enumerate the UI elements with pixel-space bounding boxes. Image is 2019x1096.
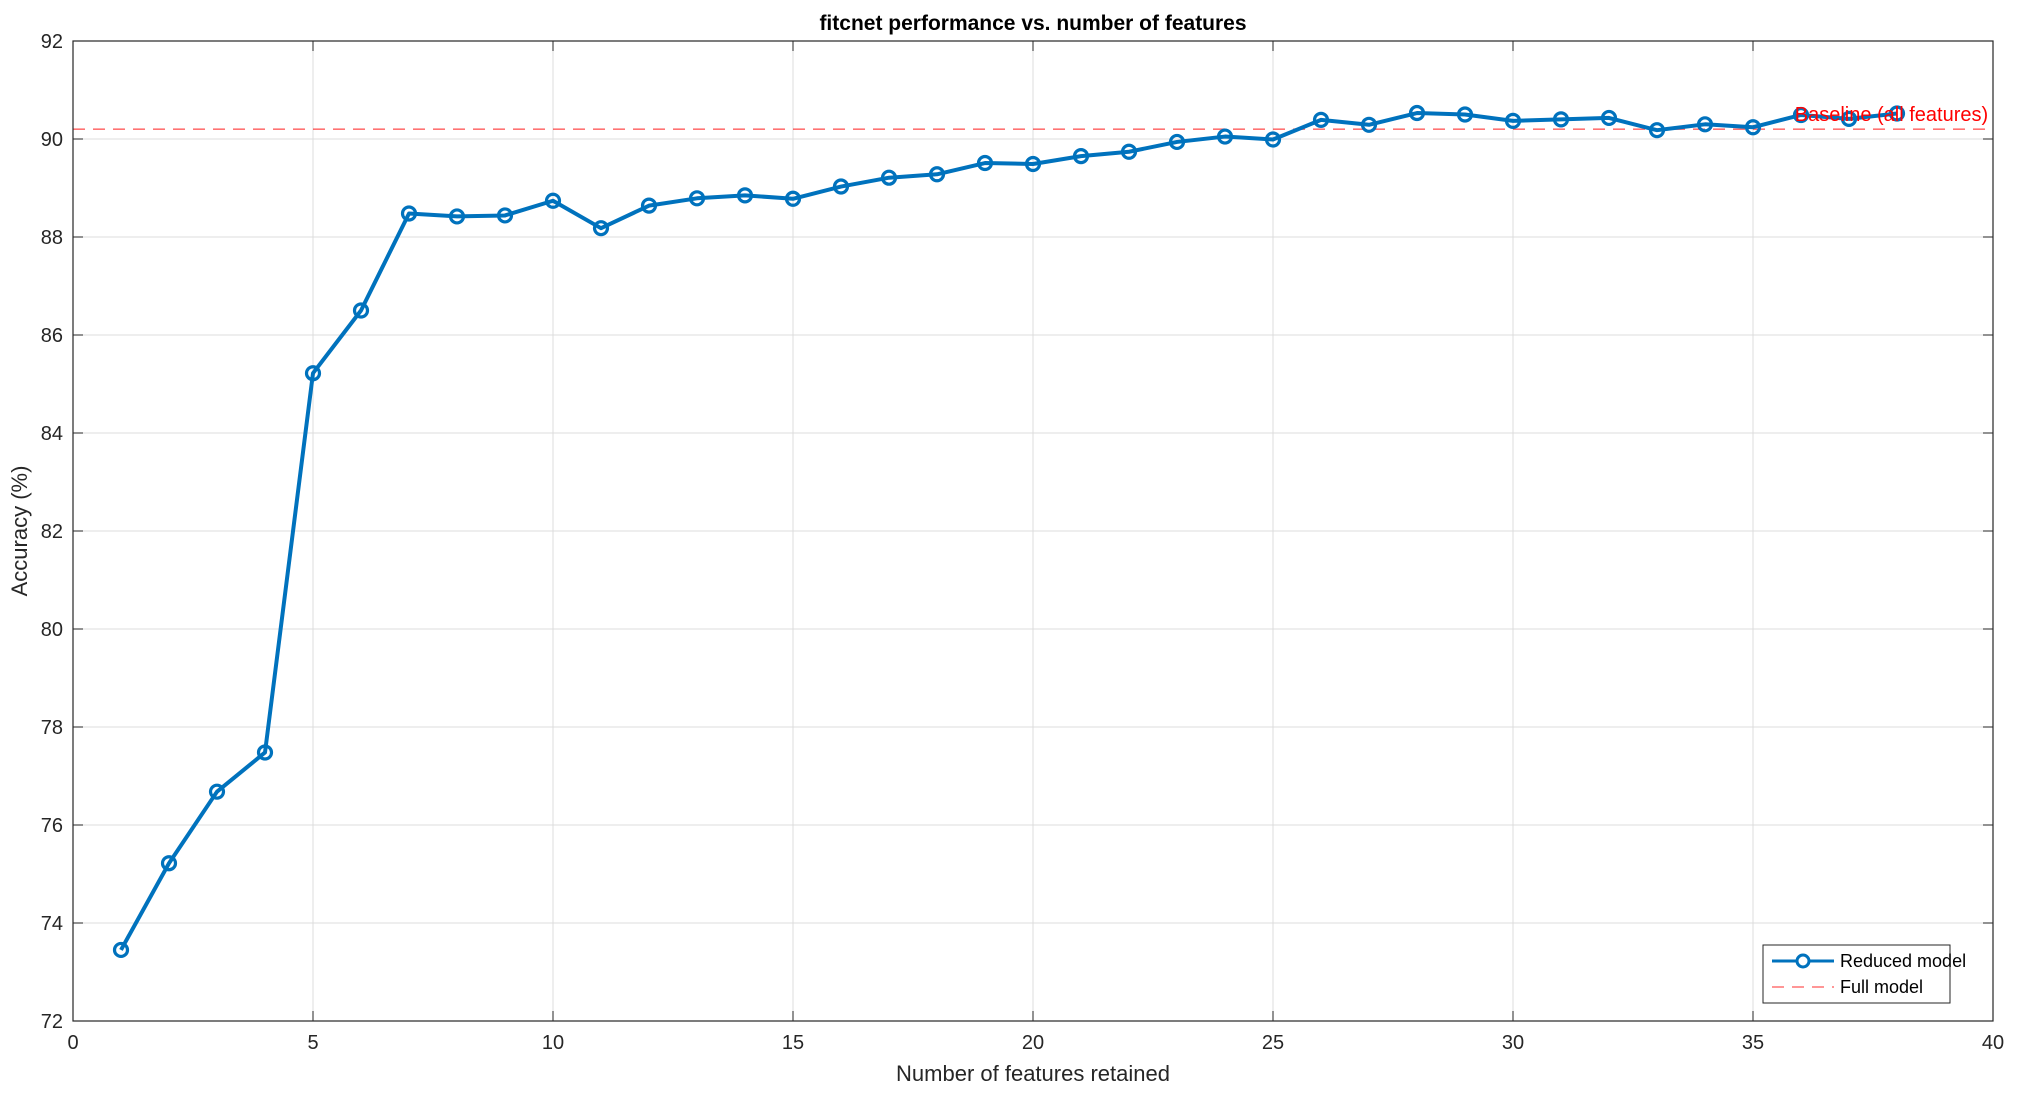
y-tick-label: 88 — [41, 227, 63, 249]
reduced-model-point — [160, 855, 178, 872]
x-tick-label: 40 — [1982, 1032, 2004, 1054]
axis-ticks: 0 5 10 15 20 25 30 35 40 72 74 76 78 80 82 84 86 88 90 92 — [41, 31, 2004, 1054]
x-tick-label: 25 — [1262, 1032, 1284, 1054]
reduced-model-point — [1120, 143, 1138, 160]
reduced-model-point — [352, 302, 370, 319]
x-tick-label: 5 — [307, 1032, 318, 1054]
legend-box — [1762, 944, 1951, 1004]
x-tick-label: 30 — [1502, 1032, 1524, 1054]
x-tick-label: 35 — [1742, 1032, 1764, 1054]
y-tick-label: 80 — [41, 619, 63, 641]
legend-marker-reduced-model — [1795, 953, 1811, 969]
reduced-model-point — [112, 941, 130, 959]
reduced-model-point — [1792, 106, 1810, 124]
reduced-model-point — [688, 190, 706, 207]
y-tick-label: 84 — [41, 423, 63, 445]
annotation-layer: Baseline (all features) — [1795, 104, 1988, 126]
reduced-model-point — [976, 154, 994, 172]
reduced-model-point — [1216, 128, 1234, 145]
y-tick-label: 86 — [41, 325, 63, 347]
reduced-model-point — [1744, 119, 1762, 136]
y-axis-title: Accuracy (%) — [7, 466, 32, 597]
reduced-model-point — [1168, 133, 1186, 151]
legend-label-reduced-model: Reduced model — [1840, 951, 1966, 971]
y-tick-label: 78 — [41, 717, 63, 739]
reduced-model-point — [400, 205, 418, 222]
legend: Reduced model Full model — [1762, 944, 1966, 1004]
reduced-model-point — [832, 178, 850, 195]
reduced-model-point — [736, 187, 754, 204]
reduced-model-point — [1072, 148, 1090, 165]
reduced-model-point — [1648, 122, 1666, 139]
reduced-model-point — [256, 744, 274, 761]
reduced-model-point — [1024, 155, 1042, 173]
x-tick-label: 15 — [782, 1032, 804, 1054]
reduced-model-point — [1312, 111, 1330, 128]
reduced-model-point — [880, 169, 898, 186]
y-tick-label: 92 — [41, 31, 63, 53]
reduced-model-point — [1408, 104, 1426, 122]
reduced-model-point — [208, 783, 226, 800]
reduced-model-point — [1840, 110, 1858, 128]
reduced-model-point — [448, 208, 466, 225]
reduced-model-point — [1504, 112, 1522, 129]
y-tick-label: 72 — [41, 1011, 63, 1033]
reduced-model-point — [640, 197, 658, 214]
reduced-model-point — [1456, 106, 1474, 123]
reduced-model-point — [1360, 116, 1378, 133]
reduced-model-point — [928, 166, 946, 183]
reduced-model-point — [1696, 116, 1714, 133]
x-tick-label: 20 — [1022, 1032, 1044, 1054]
reduced-model-point — [1264, 131, 1282, 148]
reduced-model-point — [1600, 109, 1618, 127]
x-tick-label: 0 — [67, 1032, 78, 1054]
chart-title: fitcnet performance vs. number of featur… — [819, 12, 1246, 35]
reduced-model-point — [544, 192, 562, 209]
series-layer — [112, 104, 1906, 959]
reduced-model-point — [784, 190, 802, 207]
y-tick-label: 74 — [41, 913, 63, 935]
reduced-model-point — [592, 220, 610, 237]
y-tick-label: 82 — [41, 521, 63, 543]
reduced-model-point — [1888, 105, 1906, 122]
y-tick-label: 76 — [41, 815, 63, 837]
legend-label-full-model: Full model — [1840, 977, 1923, 997]
x-axis-title: Number of features retained — [896, 1061, 1170, 1086]
reduced-model-point — [496, 207, 514, 224]
reduced-model-point — [304, 365, 322, 382]
baseline-annotation: Baseline (all features) — [1795, 104, 1988, 126]
y-tick-label: 90 — [41, 129, 63, 151]
reduced-model-point — [1552, 111, 1570, 128]
x-tick-label: 10 — [542, 1032, 564, 1054]
